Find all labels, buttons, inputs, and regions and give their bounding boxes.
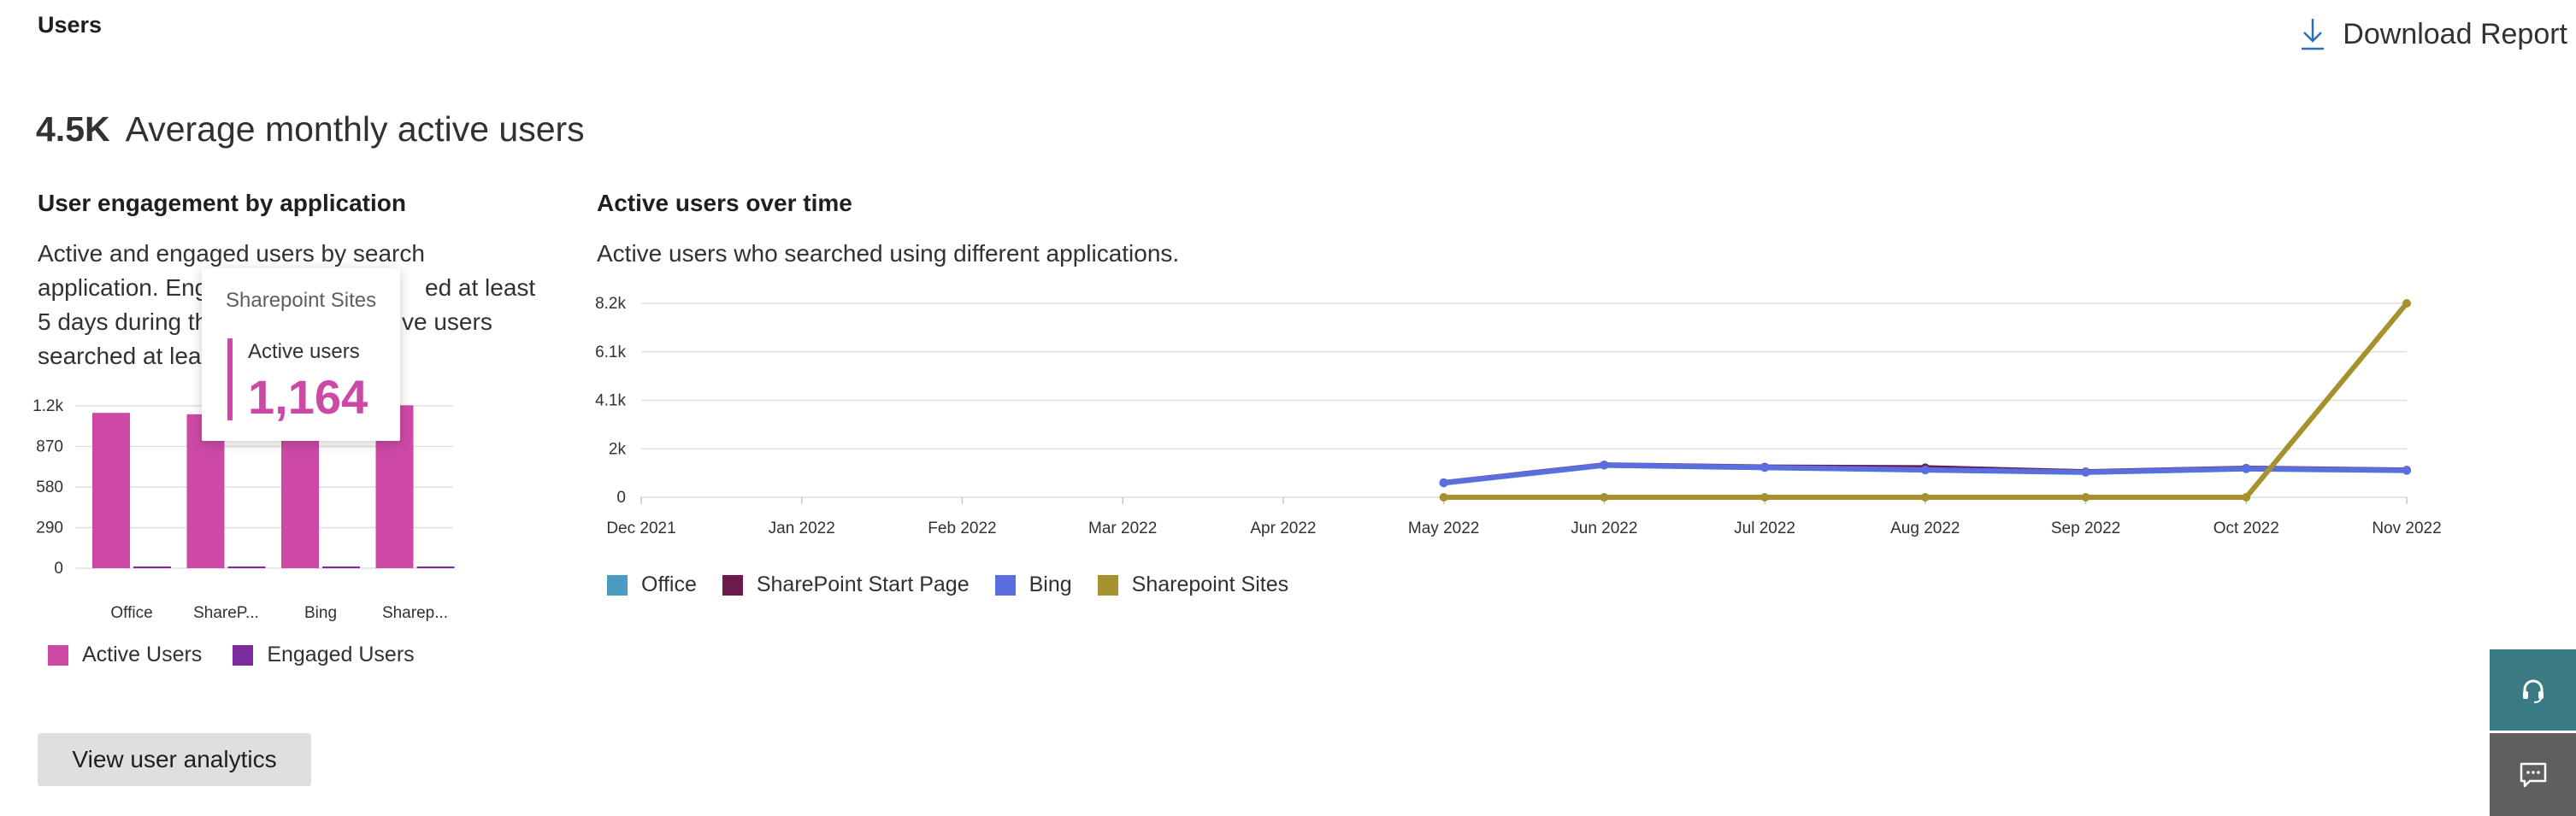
engagement-desc-line-2: application. Eng bbox=[38, 274, 209, 301]
download-report-button[interactable]: Download Report bbox=[2298, 17, 2567, 51]
feedback-button[interactable] bbox=[2490, 733, 2576, 816]
bar-x-label: Office bbox=[110, 604, 152, 622]
legend-swatch-active bbox=[48, 644, 68, 666]
bar-y-tick: 870 bbox=[36, 438, 63, 456]
legend-active-users[interactable]: Active Users bbox=[48, 643, 202, 667]
legend-swatch-office bbox=[607, 574, 628, 596]
engagement-desc-line-1: Active and engaged users by search bbox=[38, 240, 425, 267]
legend-label-sharepoint-sites: Sharepoint Sites bbox=[1131, 572, 1289, 596]
legend-engaged-users[interactable]: Engaged Users bbox=[233, 643, 415, 667]
bar-y-tick: 290 bbox=[36, 520, 63, 537]
point-sharepoint-sites bbox=[2242, 493, 2251, 502]
legend-label-office: Office bbox=[641, 572, 697, 596]
point-bing bbox=[2402, 466, 2411, 475]
legend-label-engaged: Engaged Users bbox=[267, 643, 415, 666]
bar-y-tick: 580 bbox=[36, 478, 63, 496]
line-x-label: Feb 2022 bbox=[928, 520, 996, 537]
point-sharepoint-sites bbox=[1600, 493, 1609, 502]
chat-icon bbox=[2520, 762, 2546, 787]
legend-swatch-bing bbox=[994, 574, 1016, 596]
line-legend: Office SharePoint Start Page Bing Sharep… bbox=[607, 572, 1288, 597]
line-x-label: May 2022 bbox=[1408, 520, 1479, 537]
point-bing bbox=[1439, 478, 1448, 488]
engagement-title: User engagement by application bbox=[38, 190, 406, 216]
bar-engaged-users bbox=[227, 567, 266, 568]
download-icon bbox=[2302, 19, 2325, 50]
line-y-tick: 0 bbox=[616, 489, 626, 507]
kpi-value: 4.5K bbox=[36, 109, 110, 149]
tooltip-value: 1,164 bbox=[248, 370, 368, 424]
bar-x-label: ShareP... bbox=[193, 604, 259, 622]
bar-y-tick: 1.2k bbox=[32, 397, 63, 415]
over-time-description: Active users who searched using differen… bbox=[597, 240, 1180, 267]
legend-bing[interactable]: Bing bbox=[994, 572, 1072, 597]
point-sharepoint-sites bbox=[2081, 493, 2090, 502]
view-user-analytics-button[interactable]: View user analytics bbox=[38, 733, 311, 786]
line-x-label: Dec 2021 bbox=[606, 520, 675, 537]
point-sharepoint-sites bbox=[2402, 299, 2411, 308]
section-title: Users bbox=[38, 12, 103, 38]
line-x-label: Aug 2022 bbox=[1890, 520, 1960, 537]
legend-sharepoint-start-page[interactable]: SharePoint Start Page bbox=[722, 572, 970, 597]
line-x-label: Oct 2022 bbox=[2213, 520, 2279, 537]
point-bing bbox=[1600, 461, 1609, 470]
bar-engaged-users bbox=[322, 567, 360, 568]
bar-x-label: Sharep... bbox=[382, 604, 448, 622]
engagement-desc-line-4: searched at leas bbox=[38, 343, 214, 369]
point-sharepoint-sites bbox=[1439, 493, 1448, 502]
legend-swatch-engaged bbox=[233, 644, 254, 666]
legend-sharepoint-sites[interactable]: Sharepoint Sites bbox=[1097, 572, 1289, 597]
legend-label-bing: Bing bbox=[1029, 572, 1072, 596]
line-x-label: Jun 2022 bbox=[1571, 520, 1637, 537]
engagement-desc-line-2b: ed at least bbox=[425, 274, 536, 301]
point-bing bbox=[2081, 467, 2090, 477]
legend-label-sharepoint-start-page: SharePoint Start Page bbox=[756, 572, 970, 596]
legend-swatch-sharepoint-sites bbox=[1097, 574, 1118, 596]
line-x-label: Jan 2022 bbox=[769, 520, 835, 537]
line-y-tick: 6.1k bbox=[595, 343, 626, 361]
legend-swatch-sharepoint-start-page bbox=[722, 574, 743, 596]
bar-active-users bbox=[92, 413, 130, 568]
kpi-headline: 4.5K Average monthly active users bbox=[36, 109, 585, 150]
line-x-label: Mar 2022 bbox=[1088, 520, 1157, 537]
chart-tooltip: Sharepoint Sites Active users 1,164 bbox=[202, 268, 400, 441]
legend-label-active: Active Users bbox=[82, 643, 203, 666]
line-x-label: Sep 2022 bbox=[2051, 520, 2120, 537]
tooltip-label: Active users bbox=[248, 340, 360, 363]
line-y-tick: 8.2k bbox=[595, 295, 626, 313]
point-bing bbox=[1920, 465, 1930, 474]
line-x-label: Nov 2022 bbox=[2372, 520, 2441, 537]
point-bing bbox=[2242, 464, 2251, 473]
line-x-label: Jul 2022 bbox=[1734, 520, 1795, 537]
bar-engaged-users bbox=[416, 567, 455, 568]
bar-legend: Active Users Engaged Users bbox=[48, 643, 415, 667]
line-y-tick: 2k bbox=[609, 440, 627, 458]
kpi-label: Average monthly active users bbox=[125, 109, 585, 149]
point-sharepoint-sites bbox=[1760, 493, 1770, 502]
point-sharepoint-sites bbox=[1920, 493, 1930, 502]
bar-engaged-users bbox=[133, 567, 171, 568]
legend-office[interactable]: Office bbox=[607, 572, 697, 597]
bar-y-tick: 0 bbox=[54, 560, 63, 578]
bar-x-label: Bing bbox=[304, 604, 337, 622]
download-report-label: Download Report bbox=[2343, 17, 2567, 50]
engagement-desc-line-3b: ve users bbox=[402, 308, 492, 335]
line-y-tick: 4.1k bbox=[595, 392, 626, 410]
line-x-label: Apr 2022 bbox=[1250, 520, 1316, 537]
help-button[interactable] bbox=[2490, 649, 2576, 731]
tooltip-accent-bar bbox=[227, 338, 233, 420]
tooltip-title: Sharepoint Sites bbox=[226, 289, 377, 312]
over-time-title: Active users over time bbox=[597, 190, 852, 216]
active-users-line-chart: 8.2k 6.1k 4.1k 2k 0 Dec 2021 Jan 2022 Feb 2022 M… bbox=[595, 295, 2442, 537]
point-bing bbox=[1760, 463, 1770, 473]
engagement-desc-line-3: 5 days during th bbox=[38, 308, 209, 335]
headset-icon bbox=[2522, 679, 2544, 703]
